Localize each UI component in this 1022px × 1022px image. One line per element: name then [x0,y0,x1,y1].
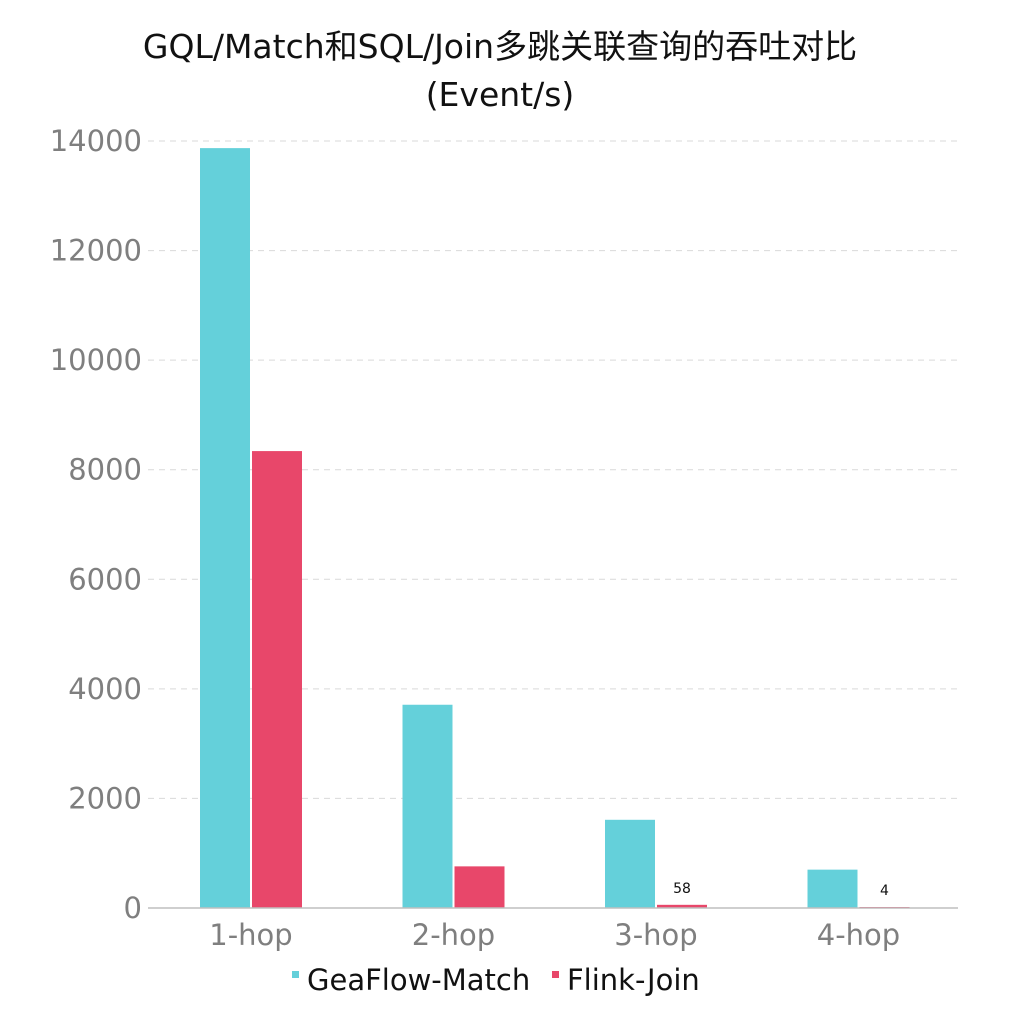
bar-flink-join-2-hop [454,866,505,908]
x-axis-ticks: 1-hop 2-hop 3-hop 4-hop [209,918,900,952]
y-tick-label: 2000 [68,781,142,815]
bar-geaflow-match-2-hop [402,704,453,908]
chart-title: GQL/Match和SQL/Join多跳关联查询的吞吐对比 [143,27,857,66]
legend: GeaFlow-Match Flink-Join [292,963,700,997]
bar-flink-join-3-hop [657,904,707,908]
legend-label: Flink-Join [567,963,700,997]
x-tick-label: 3-hop [614,918,697,952]
y-tick-label: 6000 [68,562,142,596]
data-labels: 58 4 [673,881,889,899]
data-label: 58 [673,881,691,897]
y-axis-ticks: 0 2000 4000 6000 8000 10000 12000 14000 [50,124,142,925]
data-label: 4 [880,883,889,899]
bar-geaflow-match-4-hop [807,869,858,908]
legend-swatch [552,971,559,978]
x-tick-label: 1-hop [209,918,292,952]
chart-subtitle: (Event/s) [426,75,575,114]
y-tick-label: 10000 [50,343,142,377]
x-tick-label: 2-hop [412,918,495,952]
bars [200,148,910,909]
y-tick-label: 0 [124,891,142,925]
legend-swatch [292,971,299,978]
bar-flink-join-1-hop [252,451,302,908]
y-tick-label: 14000 [50,124,142,158]
legend-label: GeaFlow-Match [307,963,530,997]
y-tick-label: 4000 [68,672,142,706]
bar-geaflow-match-3-hop [605,819,655,908]
y-tick-label: 12000 [50,234,142,268]
y-tick-label: 8000 [68,453,142,487]
x-tick-label: 4-hop [817,918,900,952]
bar-geaflow-match-1-hop [200,148,250,909]
